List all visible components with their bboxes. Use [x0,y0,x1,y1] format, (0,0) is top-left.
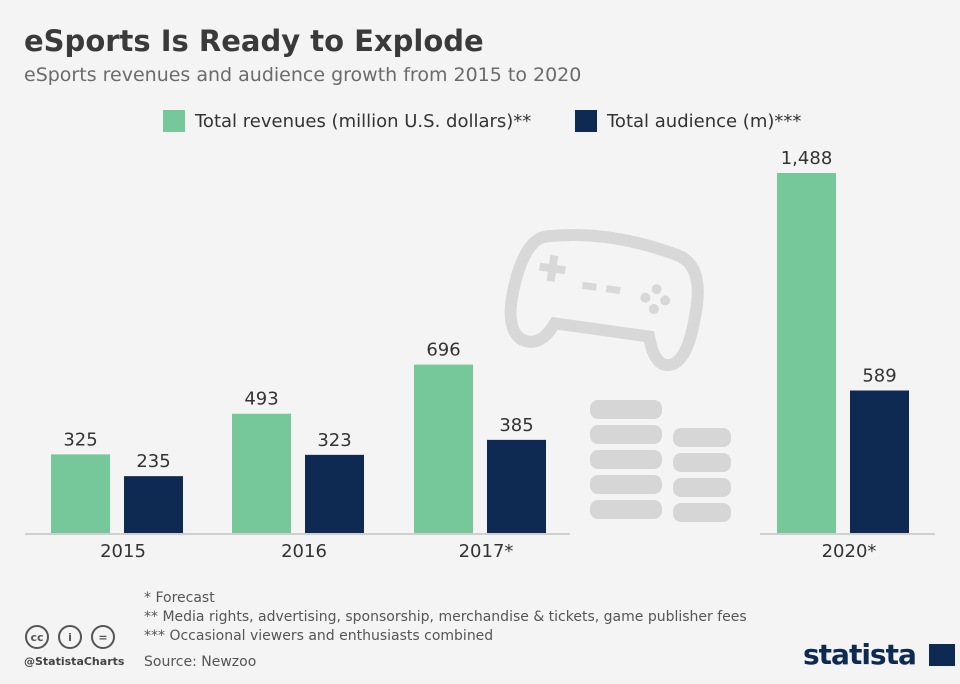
coin [590,475,662,494]
logo-text: statista [803,638,917,671]
coin [590,450,662,469]
coin [590,500,662,519]
attribution-icon[interactable]: i [58,625,82,649]
coin [673,478,731,497]
x-tick-label: 2020* [822,541,877,562]
twitter-handle[interactable]: @StatistaCharts [24,655,125,668]
bar [232,413,291,533]
logo-mark-icon [928,644,955,666]
coin [590,425,662,444]
coin [673,453,731,472]
coin [590,400,662,419]
x-tick-label: 2015 [100,541,146,562]
footnote-audience: *** Occasional viewers and enthusiasts c… [144,628,494,644]
legend-swatch [575,110,597,132]
bar [777,173,836,533]
data-label: 696 [426,340,460,361]
x-tick-label: 2016 [281,541,327,562]
coin-stack-icon [590,400,731,522]
gamepad-icon [504,229,704,371]
bar [850,390,909,533]
data-label: 493 [244,389,278,410]
statista-logo[interactable]: statista [803,638,955,671]
data-label: 325 [63,429,97,450]
coin [673,428,731,447]
data-label: 235 [136,451,170,472]
chart-title: eSports Is Ready to Explode [24,24,484,58]
x-tick-label: 2017* [459,541,514,562]
bar [51,454,110,533]
bar [414,364,473,533]
chart-subtitle: eSports revenues and audience growth fro… [24,64,582,86]
bar [487,439,546,533]
legend-label: Total revenues (million U.S. dollars)** [195,110,532,132]
data-label: 589 [862,366,896,387]
cc-icon[interactable]: cc [25,625,49,649]
legend-swatch [163,110,185,132]
data-label: 1,488 [781,148,833,169]
gamepad-buttons [539,255,671,314]
legend-item-revenues: Total revenues (million U.S. dollars)** [163,110,531,132]
bar-chart: 325 235 2015 493 323 2016 696 385 2017* 1,488 589 2… [25,148,935,562]
legend-label: Total audience (m)*** [607,110,802,132]
data-label: 385 [499,415,533,436]
coin [673,503,731,522]
bar [305,454,364,533]
footnote-revenues: ** Media rights, advertising, sponsorshi… [144,609,747,625]
no-derivatives-icon[interactable]: = [91,625,115,649]
bar [124,476,183,533]
legend-item-audience: Total audience (m)*** [575,110,801,132]
source: Source: Newzoo [144,654,257,670]
footnote-forecast: * Forecast [144,590,215,606]
data-label: 323 [317,430,351,451]
